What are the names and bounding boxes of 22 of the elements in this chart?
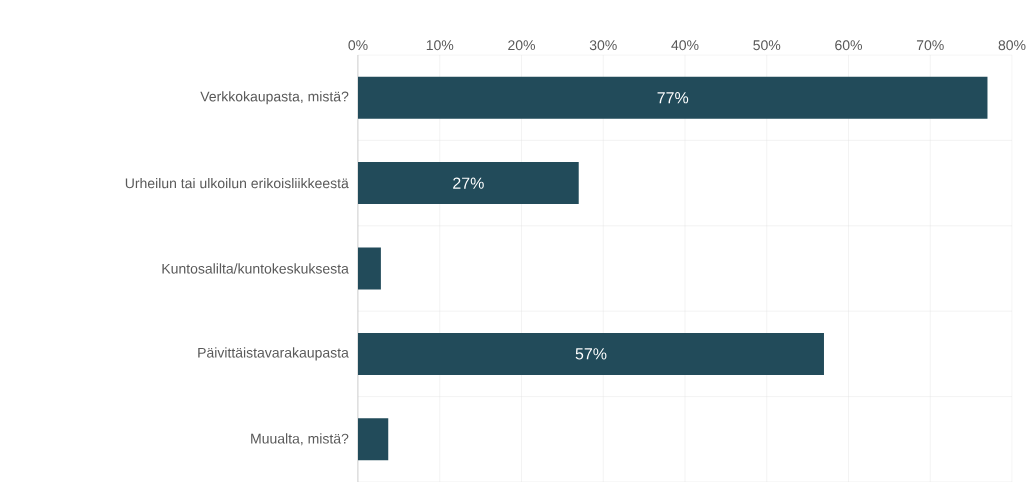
y-tick-label: Urheilun tai ulkoilun erikoisliikkeestä xyxy=(125,177,349,189)
bar xyxy=(358,418,389,461)
x-tick-label: 50% xyxy=(753,40,781,51)
data-label: 57% xyxy=(575,348,607,360)
bar xyxy=(358,162,579,205)
x-tick-label: 60% xyxy=(835,40,863,51)
bar xyxy=(358,332,824,375)
x-tick-label: 30% xyxy=(589,40,617,51)
x-tick-label: 0% xyxy=(348,40,368,51)
y-tick-label: Muualta, mistä? xyxy=(251,433,349,446)
x-tick-label: 10% xyxy=(426,40,454,51)
y-tick-label: Kuntosalilta/kuntokeskuksesta xyxy=(162,263,349,274)
data-label: 77% xyxy=(657,92,689,104)
y-tick-label: Verkkokaupasta, mistä? xyxy=(200,91,349,105)
bar xyxy=(358,76,988,119)
x-tick-label: 70% xyxy=(916,40,944,51)
data-label: 27% xyxy=(453,177,484,189)
x-tick-label: 20% xyxy=(508,40,536,51)
bar xyxy=(358,247,381,290)
y-tick-label: Päivittäistavarakaupasta xyxy=(198,347,349,361)
x-tick-label: 80% xyxy=(998,40,1026,51)
x-tick-label: 40% xyxy=(671,40,699,51)
